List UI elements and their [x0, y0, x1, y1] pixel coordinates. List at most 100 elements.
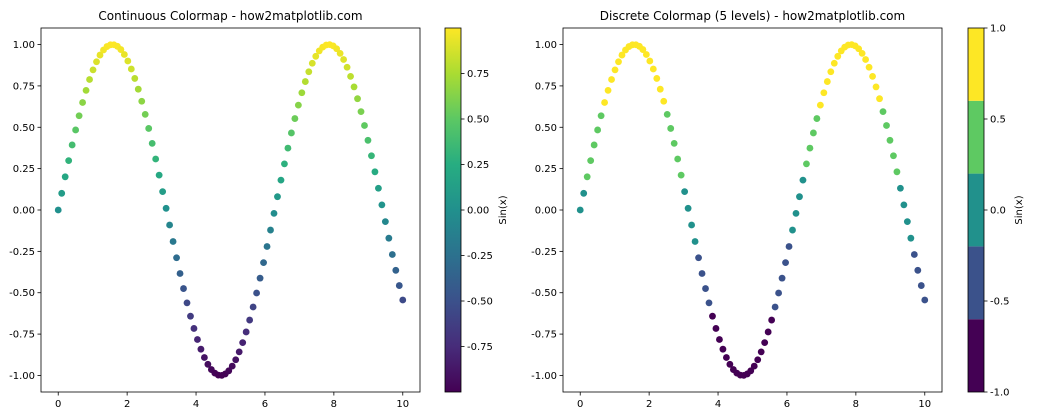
scatter-point	[169, 238, 177, 245]
scatter-point	[228, 362, 236, 370]
colorbar-tick-label: 0.5	[990, 115, 1006, 126]
scatter-point	[771, 303, 779, 311]
scatter-point	[914, 266, 922, 274]
scatter-point	[799, 176, 807, 184]
scatter-point	[583, 173, 591, 181]
scatter-point	[152, 155, 160, 163]
scatter-point	[399, 296, 407, 304]
scatter-point	[131, 75, 139, 82]
scatter-point	[594, 126, 602, 134]
scatter-point	[872, 83, 880, 91]
y-tick-label: -0.75	[531, 330, 557, 341]
scatter-point	[274, 193, 281, 201]
scatter-point	[364, 136, 372, 144]
scatter-point	[194, 336, 201, 343]
scatter-point	[388, 251, 396, 258]
scatter-point	[288, 129, 295, 137]
scatter-point	[93, 58, 100, 66]
scatter-point	[371, 168, 379, 176]
x-tick-label: 2	[646, 399, 652, 410]
scatter-point	[148, 139, 156, 147]
y-tick-label: 0.75	[13, 81, 35, 92]
scatter-point	[357, 108, 365, 115]
x-tick-label: 10	[918, 399, 931, 410]
scatter-point	[301, 78, 309, 85]
scatter-point	[695, 254, 702, 262]
scatter-point	[712, 325, 720, 332]
colorbar-tick-label: 1.0	[990, 24, 1006, 35]
scatter-point	[750, 362, 758, 370]
scatter-point	[246, 316, 254, 324]
scatter-point	[225, 367, 233, 375]
scatter-point	[340, 56, 348, 63]
colorbar-tick-label: -0.75	[467, 342, 493, 353]
scatter-point	[75, 112, 83, 120]
y-tick-label: 1.00	[13, 40, 35, 51]
scatter-point	[162, 204, 170, 212]
colorbar-gradient	[445, 28, 461, 392]
scatter-point	[587, 157, 595, 165]
scatter-point	[757, 348, 765, 356]
chart-title: Discrete Colormap (5 levels) - how2matpl…	[600, 9, 905, 23]
y-tick-label: -0.25	[9, 247, 35, 258]
scatter-point	[141, 110, 149, 118]
scatter-point	[618, 51, 626, 59]
scatter-point	[291, 115, 299, 122]
scatter-point	[381, 218, 389, 226]
scatter-point	[667, 125, 675, 132]
scatter-point	[785, 243, 793, 250]
scatter-point	[82, 86, 90, 94]
scatter-point	[89, 66, 97, 74]
x-tick-label: 6	[784, 399, 790, 410]
scatter-point	[187, 312, 194, 320]
scatter-point	[145, 125, 153, 132]
scatter-point	[862, 56, 870, 63]
scatter-point	[298, 89, 306, 97]
scatter-point	[893, 168, 901, 176]
scatter-point	[702, 285, 709, 292]
scatter-point	[312, 52, 320, 60]
scatter-point	[907, 234, 915, 242]
scatter-point	[660, 97, 668, 105]
y-tick-label: 0.75	[535, 81, 557, 92]
scatter-point	[378, 201, 386, 209]
scatter-point	[653, 75, 661, 82]
scatter-point	[256, 274, 264, 282]
scatter-point	[72, 126, 80, 134]
scatter-point	[350, 83, 358, 91]
discrete-colormap-panel: Discrete Colormap (5 levels) - how2matpl…	[531, 9, 1025, 410]
x-tick-label: 4	[715, 399, 721, 410]
scatter-point	[65, 157, 73, 165]
scatter-point	[917, 282, 925, 289]
scatter-point	[117, 46, 125, 53]
colorbar-tick-label: 0.50	[467, 115, 489, 126]
scatter-point	[580, 189, 588, 197]
y-tick-label: 0.50	[13, 123, 35, 134]
scatter-point	[58, 189, 66, 197]
colorbar-tick-label: -1.0	[990, 388, 1010, 399]
scatter-point	[159, 188, 167, 196]
scatter-point	[858, 49, 866, 57]
scatter-point	[190, 325, 198, 332]
scatter-point	[611, 66, 619, 74]
scatter-point	[590, 141, 598, 149]
x-tick-label: 0	[55, 399, 61, 410]
scatter-point	[127, 65, 135, 73]
scatter-point	[865, 63, 873, 71]
scatter-point	[747, 367, 755, 375]
scatter-point	[263, 243, 271, 250]
scatter-point	[68, 141, 76, 149]
chart-title: Continuous Colormap - how2matplotlib.com	[98, 9, 362, 23]
scatter-point	[343, 63, 351, 71]
scatter-point	[173, 254, 180, 262]
colorbar-tick-label: -0.50	[467, 297, 493, 308]
scatter-point	[921, 296, 929, 304]
x-tick-label: 4	[193, 399, 199, 410]
scatter-point	[903, 218, 911, 226]
scatter-point	[719, 345, 727, 353]
colorbar-segment	[968, 100, 984, 174]
scatter-point	[649, 65, 657, 73]
scatter-point	[897, 184, 904, 192]
scatter-point	[639, 46, 647, 53]
scatter-point	[96, 51, 104, 59]
